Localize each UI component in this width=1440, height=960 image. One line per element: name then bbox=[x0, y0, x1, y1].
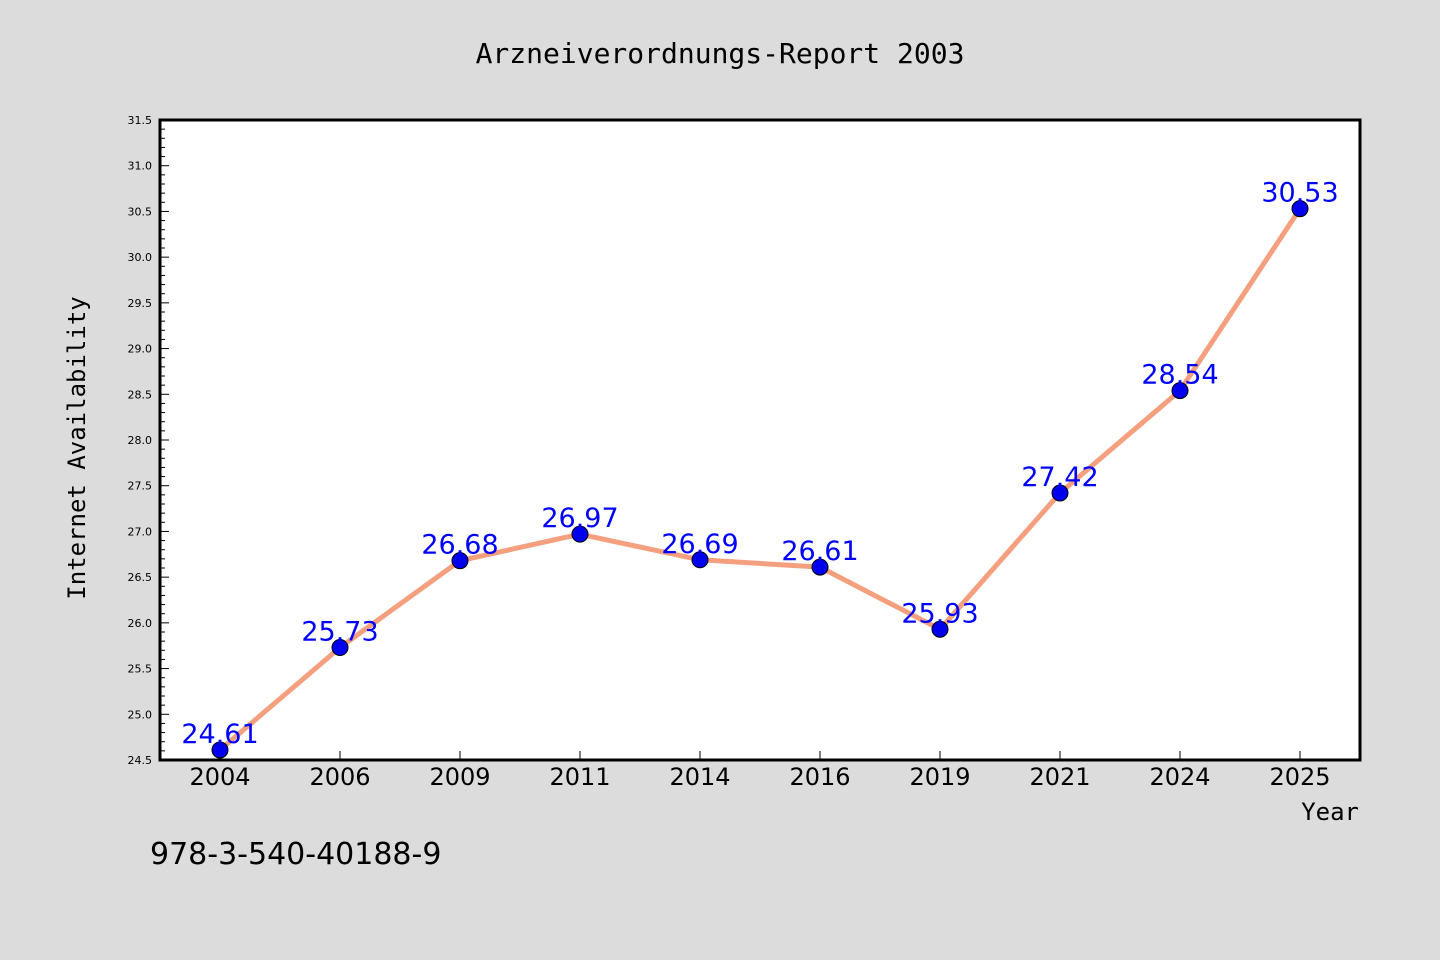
x-axis-label: Year bbox=[1301, 798, 1359, 826]
y-tick-label: 27.5 bbox=[128, 480, 153, 493]
x-tick-label: 2004 bbox=[189, 763, 250, 791]
data-point bbox=[931, 620, 949, 638]
data-label: 30.53 bbox=[1261, 178, 1338, 209]
x-tick-label: 2021 bbox=[1029, 763, 1090, 791]
plot-area bbox=[160, 120, 1360, 760]
data-point bbox=[691, 551, 709, 569]
y-tick-label: 29.5 bbox=[128, 297, 153, 310]
x-tick-label: 2024 bbox=[1149, 763, 1210, 791]
data-point bbox=[451, 552, 469, 570]
y-tick-label: 30.0 bbox=[128, 251, 153, 264]
y-tick-label: 25.5 bbox=[128, 663, 153, 676]
data-label: 26.61 bbox=[781, 536, 858, 567]
footnote-isbn: 978-3-540-40188-9 bbox=[150, 837, 441, 872]
x-tick-label: 2019 bbox=[909, 763, 970, 791]
y-tick-label: 30.5 bbox=[128, 205, 153, 218]
x-axis-ticks: 2004 2006 2009 2011 2014 2016 2019 2021 2024 2025 bbox=[189, 751, 1331, 791]
data-label: 25.73 bbox=[301, 617, 378, 648]
data-point bbox=[571, 525, 589, 543]
data-point bbox=[1051, 484, 1069, 502]
data-label: 24.61 bbox=[181, 719, 258, 750]
chart-title: Arzneiverordnungs-Report 2003 bbox=[476, 37, 965, 70]
x-tick-label: 2009 bbox=[429, 763, 490, 791]
y-tick-label: 31.0 bbox=[128, 160, 153, 173]
plot-frame bbox=[158, 118, 1362, 762]
x-tick-label: 2025 bbox=[1269, 763, 1330, 791]
y-tick-label: 24.5 bbox=[128, 754, 153, 767]
data-point bbox=[331, 639, 349, 657]
y-tick-label: 26.0 bbox=[128, 617, 153, 630]
y-tick-label: 28.5 bbox=[128, 388, 153, 401]
y-tick-label: 29.0 bbox=[128, 343, 153, 356]
x-tick-label: 2006 bbox=[309, 763, 370, 791]
y-axis-ticks: 24.5 25.0 25.5 26.0 26.5 27.0 27.5 28.0 28.5 29.0… bbox=[128, 114, 169, 767]
data-label: 26.97 bbox=[541, 503, 618, 534]
x-tick-label: 2014 bbox=[669, 763, 730, 791]
data-point bbox=[1171, 382, 1189, 400]
y-tick-label: 28.0 bbox=[128, 434, 153, 447]
y-tick-label: 26.5 bbox=[128, 571, 153, 584]
y-tick-label: 27.0 bbox=[128, 525, 153, 538]
series-line bbox=[217, 206, 1303, 753]
x-tick-label: 2016 bbox=[789, 763, 850, 791]
data-label: 25.93 bbox=[901, 598, 978, 629]
y-tick-label: 25.0 bbox=[128, 708, 153, 721]
data-label: 27.42 bbox=[1021, 462, 1098, 493]
y-axis-label: Internet Availability bbox=[63, 296, 91, 599]
data-point bbox=[211, 741, 229, 759]
data-label: 26.68 bbox=[421, 530, 498, 561]
data-point bbox=[1291, 200, 1309, 218]
series-group: 24.61 25.73 26.68 26.97 26.69 26.61 25.93 27.42… bbox=[181, 178, 1339, 759]
data-point bbox=[811, 558, 829, 576]
x-tick-label: 2011 bbox=[549, 763, 610, 791]
data-label: 26.69 bbox=[661, 529, 738, 560]
data-label: 28.54 bbox=[1141, 360, 1218, 391]
y-tick-label: 31.5 bbox=[128, 114, 153, 127]
